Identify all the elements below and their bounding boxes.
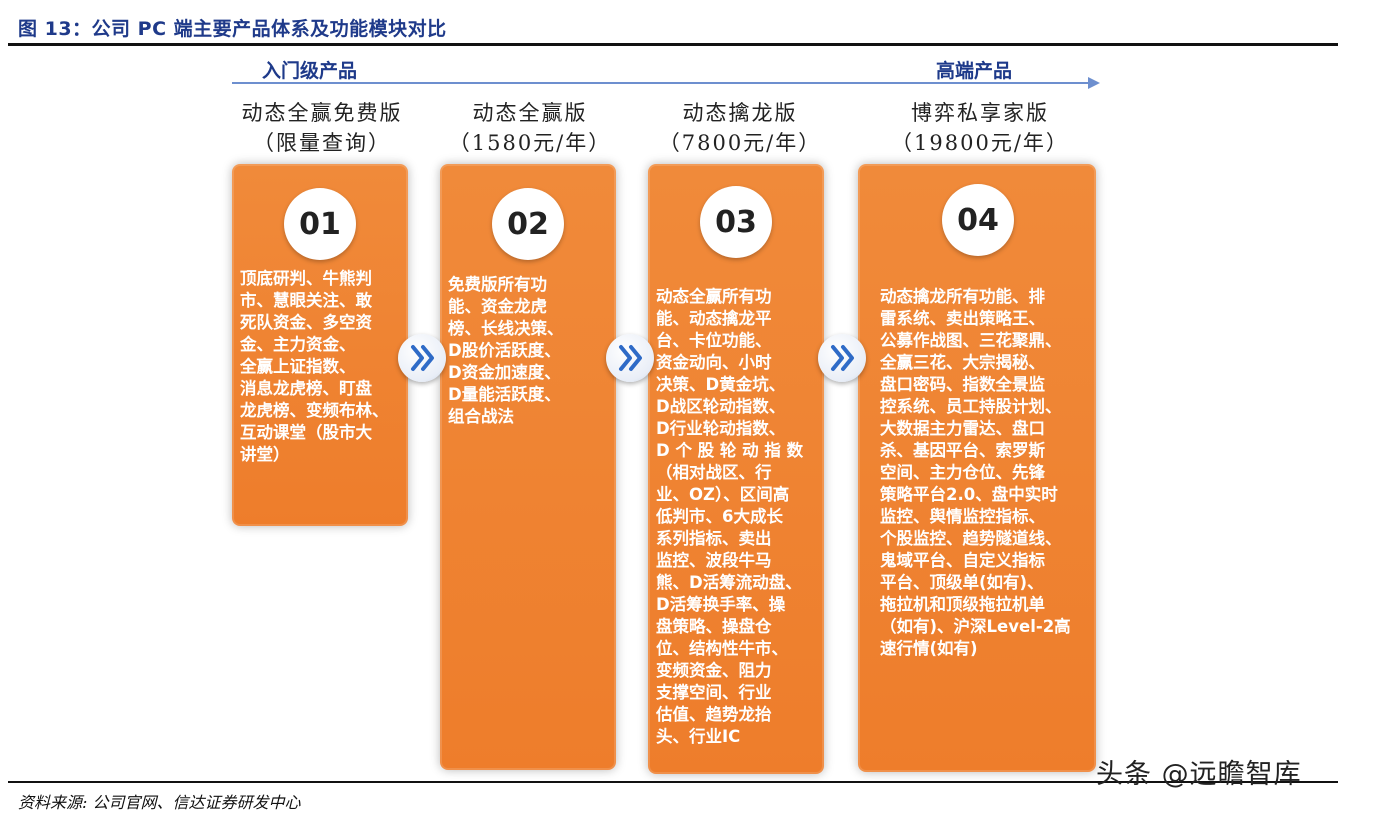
product-4-header: 博弈私享家版 （19800元/年） bbox=[870, 98, 1090, 158]
tier-arrow-head-icon bbox=[1088, 77, 1100, 89]
product-3-features: 动态全赢所有功 能、动态擒龙平 台、卡位功能、 资金动向、小时 决策、D黄金坑、… bbox=[656, 287, 804, 746]
product-1-features: 顶底研判、牛熊判 市、慧眼关注、敢 死队资金、多空资 金、主力资金、 全赢上证指… bbox=[240, 269, 389, 464]
watermark: 头条 @远瞻智库 bbox=[1096, 759, 1302, 790]
product-1-card: 01 顶底研判、牛熊判 市、慧眼关注、敢 死队资金、多空资 金、主力资金、 全赢… bbox=[232, 164, 408, 526]
top-rule bbox=[8, 43, 1338, 46]
product-4-price: （19800元/年） bbox=[891, 131, 1069, 155]
product-2-price: （1580元/年） bbox=[448, 131, 612, 155]
tier-arrow-line bbox=[232, 82, 1090, 84]
double-chevron-right-icon bbox=[606, 334, 654, 382]
product-2-features: 免费版所有功 能、资金龙虎 榜、长线决策、 D股价活跃度、 D资金加速度、 D量… bbox=[448, 275, 564, 426]
tier-entry-label: 入门级产品 bbox=[262, 60, 358, 82]
source-note: 资料来源: 公司官网、信达证券研发中心 bbox=[18, 793, 301, 812]
product-2-name: 动态全赢版 bbox=[472, 101, 588, 125]
product-3-name: 动态擒龙版 bbox=[682, 101, 798, 125]
product-4-number: 04 bbox=[942, 184, 1014, 256]
product-2-number: 02 bbox=[492, 188, 564, 260]
double-chevron-right-icon bbox=[818, 334, 866, 382]
product-4-features: 动态擒龙所有功能、排 雷系统、卖出策略王、 公募作战图、三花聚鼎、 全赢三花、大… bbox=[880, 287, 1071, 658]
product-2-card: 02 免费版所有功 能、资金龙虎 榜、长线决策、 D股价活跃度、 D资金加速度、… bbox=[440, 164, 616, 770]
product-4-card: 04 动态擒龙所有功能、排 雷系统、卖出策略王、 公募作战图、三花聚鼎、 全赢三… bbox=[858, 164, 1096, 772]
product-4-name: 博弈私享家版 bbox=[911, 101, 1049, 125]
product-1-header: 动态全赢免费版 （限量查询） bbox=[222, 98, 422, 158]
product-3-price: （7800元/年） bbox=[658, 131, 822, 155]
product-3-card: 03 动态全赢所有功 能、动态擒龙平 台、卡位功能、 资金动向、小时 决策、D黄… bbox=[648, 164, 824, 774]
product-3-header: 动态擒龙版 （7800元/年） bbox=[640, 98, 840, 158]
product-1-number: 01 bbox=[284, 188, 356, 260]
double-chevron-right-icon bbox=[398, 334, 446, 382]
bottom-rule bbox=[8, 781, 1338, 783]
product-2-header: 动态全赢版 （1580元/年） bbox=[430, 98, 630, 158]
product-1-name: 动态全赢免费版 bbox=[241, 101, 403, 125]
product-3-number: 03 bbox=[700, 186, 772, 258]
tier-high-label: 高端产品 bbox=[936, 60, 1013, 82]
figure-title: 图 13：公司 PC 端主要产品体系及功能模块对比 bbox=[18, 18, 447, 40]
product-1-price: （限量查询） bbox=[253, 131, 391, 155]
